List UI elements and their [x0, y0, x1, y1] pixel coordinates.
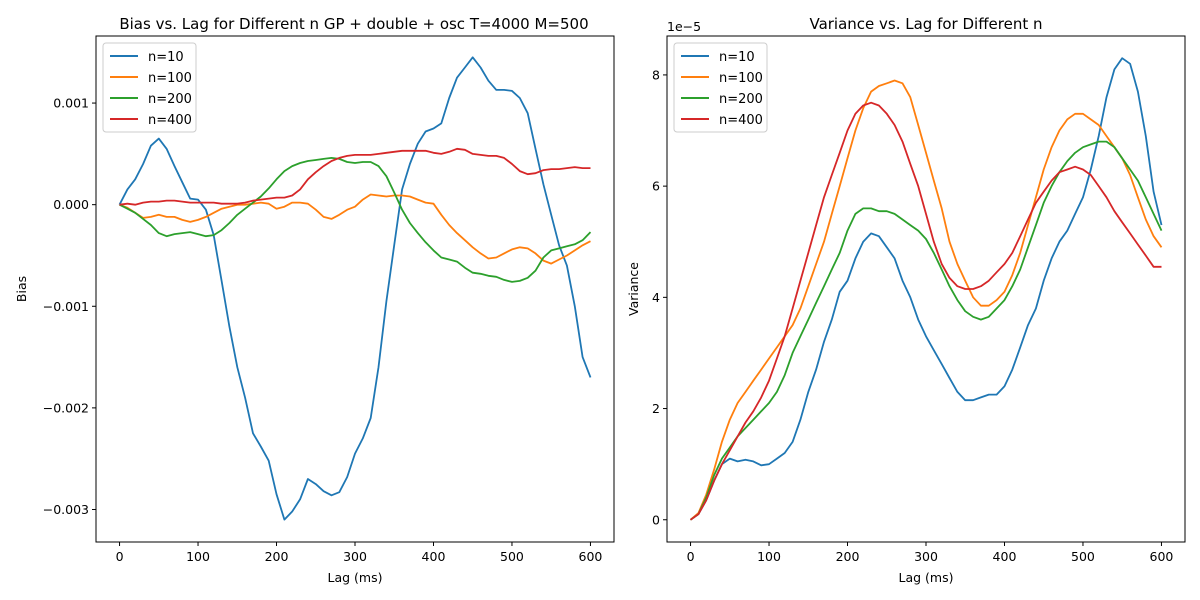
variance-x-tick-label: 500 [1071, 549, 1095, 564]
bias-legend-frame [102, 42, 197, 133]
bias-line-n100 [119, 193, 591, 265]
variance-x-ticks: 0 100 200 300 400 500 600 [687, 542, 1174, 564]
bias-x-tick-label: 400 [422, 549, 446, 564]
bias-y-tick-label: −0.002 [43, 400, 89, 415]
variance-y-tick-label: 6 [652, 179, 660, 194]
bias-x-axis-label: Lag (ms) [328, 570, 383, 585]
variance-y-exponent: 1e−5 [667, 19, 701, 34]
bias-y-axis-label: Bias [14, 276, 29, 302]
variance-y-tick-label: 0 [652, 512, 660, 527]
bias-y-tick-label: −0.003 [43, 502, 89, 517]
bias-title: Bias vs. Lag for Different n GP + double… [119, 15, 588, 33]
variance-subplot: Variance vs. Lag for Different n 0 100 200… [626, 15, 1186, 585]
variance-legend: n=10 n=100 n=200 n=400 [673, 42, 768, 133]
bias-legend-label-n10: n=10 [148, 50, 184, 65]
variance-line-n200 [689, 140, 1163, 521]
variance-y-axis-label: Variance [626, 262, 641, 316]
variance-legend-label-n200: n=200 [719, 92, 763, 107]
variance-x-tick-label: 0 [687, 549, 695, 564]
bias-legend-label-n200: n=200 [148, 92, 192, 107]
bias-legend-label-n400: n=400 [148, 113, 192, 128]
variance-x-tick-label: 200 [836, 549, 860, 564]
variance-line-n100 [689, 79, 1163, 521]
bias-line-n200 [119, 157, 592, 283]
variance-x-tick-label: 400 [993, 549, 1017, 564]
bias-series-lines [118, 56, 592, 521]
bias-line-n400 [119, 147, 591, 206]
bias-x-tick-label: 0 [116, 549, 124, 564]
variance-line-n400 [689, 101, 1162, 521]
variance-x-axis-label: Lag (ms) [899, 570, 954, 585]
variance-legend-label-n10: n=10 [719, 50, 755, 65]
variance-legend-label-n100: n=100 [719, 71, 763, 86]
bias-line-n10 [118, 56, 592, 521]
variance-x-tick-label: 100 [757, 549, 781, 564]
variance-legend-frame [673, 42, 768, 133]
bias-subplot: Bias vs. Lag for Different n GP + double… [14, 15, 615, 585]
variance-series-lines [689, 57, 1163, 521]
bias-legend-label-n100: n=100 [148, 71, 192, 86]
bias-x-ticks: 0 100 200 300 400 500 600 [116, 542, 603, 564]
variance-title: Variance vs. Lag for Different n [809, 15, 1042, 33]
variance-y-tick-label: 4 [652, 290, 660, 305]
bias-legend: n=10 n=100 n=200 n=400 [102, 42, 197, 133]
variance-line-n10 [689, 57, 1163, 521]
bias-y-tick-label: 0.001 [53, 96, 89, 111]
variance-y-tick-label: 8 [652, 67, 660, 82]
bias-x-tick-label: 200 [265, 549, 289, 564]
bias-y-tick-label: 0.000 [53, 197, 89, 212]
variance-x-tick-label: 300 [914, 549, 938, 564]
variance-x-tick-label: 600 [1150, 549, 1174, 564]
variance-legend-label-n400: n=400 [719, 113, 763, 128]
bias-x-tick-label: 500 [500, 549, 524, 564]
variance-y-ticks: 0 2 4 6 8 [652, 67, 667, 527]
bias-x-tick-label: 300 [343, 549, 367, 564]
variance-y-tick-label: 2 [652, 401, 660, 416]
bias-x-tick-label: 100 [186, 549, 210, 564]
bias-x-tick-label: 600 [579, 549, 603, 564]
bias-y-tick-label: −0.001 [43, 299, 89, 314]
bias-y-ticks: −0.003 −0.002 −0.001 0.000 0.001 [43, 96, 96, 517]
